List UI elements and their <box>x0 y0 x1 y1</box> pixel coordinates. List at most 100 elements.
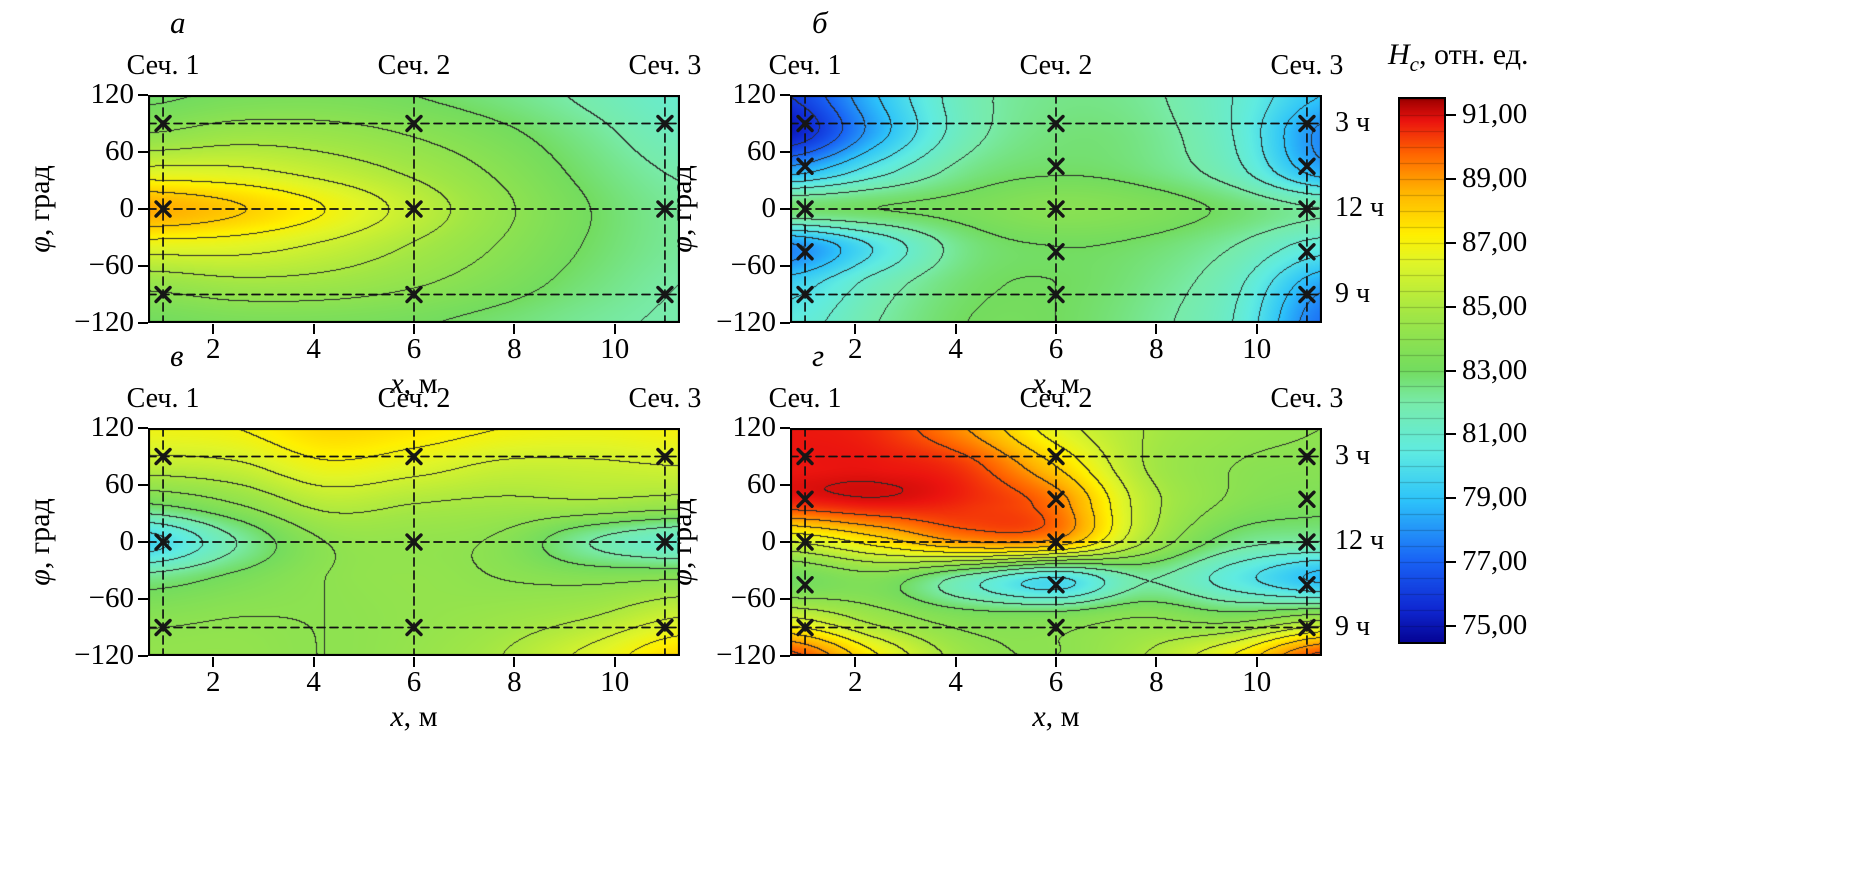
measure-point-marker <box>1298 618 1316 637</box>
measure-point-marker <box>656 200 674 218</box>
y-tick-label: −120 <box>716 639 776 671</box>
y-axis-label: φ, град <box>23 165 56 253</box>
x-tick-label: 10 <box>1242 333 1272 365</box>
y-tick-label: −60 <box>88 582 134 614</box>
x-axis-label: x, м <box>1032 700 1080 733</box>
plot-area-г <box>790 428 1322 656</box>
x-tick-label: 8 <box>1149 333 1164 365</box>
measure-point-marker <box>1047 243 1065 261</box>
y-tick-mark <box>780 541 790 543</box>
plot-frame <box>790 95 1322 323</box>
clock-label: 9 ч <box>1335 610 1371 642</box>
section-label-1: Сеч. 2 <box>1019 50 1093 81</box>
section-label-0: Сеч. 1 <box>126 50 200 81</box>
measure-point-marker <box>154 285 172 304</box>
plot-overlay-б <box>790 95 1322 323</box>
plot-area-в <box>148 428 680 656</box>
x-tick-label: 4 <box>306 666 321 698</box>
y-tick-mark <box>780 427 790 429</box>
measure-point-marker <box>154 200 172 218</box>
y-tick-label: −120 <box>74 639 134 671</box>
colorbar-title: Hc, отн. ед. <box>1388 38 1528 77</box>
clock-label: 12 ч <box>1335 525 1385 556</box>
panel-letter-0: а <box>170 5 186 40</box>
measure-point-marker <box>656 618 674 637</box>
x-tick-mark <box>1155 657 1158 667</box>
y-axis-label: φ, град <box>665 498 698 586</box>
measure-point-marker <box>796 576 814 594</box>
measure-point-marker <box>1047 447 1065 466</box>
y-tick-label: −120 <box>716 306 776 338</box>
y-tick-mark <box>138 427 148 429</box>
y-tick-label: 0 <box>761 192 777 224</box>
y-tick-mark <box>138 655 148 657</box>
plot-frame <box>790 428 1322 656</box>
measure-point-marker <box>1298 285 1316 304</box>
x-tick-label: 6 <box>406 333 422 365</box>
y-tick-label: 0 <box>119 192 135 224</box>
x-tick-mark <box>212 324 215 334</box>
y-tick-label: 120 <box>90 78 135 110</box>
measure-point-marker <box>796 533 814 551</box>
colorbar-tick-mark <box>1446 369 1456 372</box>
section-label-0: Сеч. 1 <box>768 50 842 81</box>
section-label-2: Сеч. 3 <box>1270 383 1344 414</box>
x-tick-label: 8 <box>507 333 522 365</box>
x-tick-mark <box>954 324 957 334</box>
y-tick-mark <box>780 322 790 324</box>
measure-point-marker <box>1298 576 1316 594</box>
y-tick-label: 120 <box>732 78 777 110</box>
y-tick-label: −60 <box>730 582 776 614</box>
y-tick-mark <box>780 265 790 267</box>
x-tick-mark <box>854 657 857 667</box>
section-label-1: Сеч. 2 <box>1019 383 1093 414</box>
x-tick-mark <box>212 657 215 667</box>
measure-point-marker <box>1298 243 1316 261</box>
colorbar-title-units: , отн. ед. <box>1419 38 1529 71</box>
colorbar-tick-label: 89,00 <box>1462 161 1528 194</box>
measure-point-marker <box>1298 200 1316 218</box>
clock-label: 9 ч <box>1335 277 1371 309</box>
measure-point-marker <box>1047 285 1065 304</box>
x-tick-mark <box>613 657 616 667</box>
x-tick-mark <box>413 324 415 334</box>
plot-area-а <box>148 95 680 323</box>
plot-frame <box>148 428 680 656</box>
section-label-2: Сеч. 3 <box>1270 50 1344 81</box>
measure-point-marker <box>1047 576 1065 594</box>
y-tick-mark <box>138 208 148 210</box>
x-tick-mark <box>1055 324 1057 334</box>
section-label-0: Сеч. 1 <box>768 383 842 414</box>
colorbar-tick-mark <box>1446 113 1456 116</box>
measure-point-marker <box>1047 490 1065 508</box>
plot-overlay-г <box>790 428 1322 656</box>
x-tick-label: 6 <box>1048 666 1064 698</box>
measure-point-marker <box>796 285 814 304</box>
measure-point-marker <box>1298 490 1316 508</box>
colorbar-title-variable: H <box>1388 38 1410 71</box>
plot-overlay-а <box>148 95 680 323</box>
measure-point-marker <box>656 533 674 551</box>
y-tick-label: 120 <box>90 411 135 443</box>
y-tick-mark <box>138 94 148 96</box>
clock-label: 3 ч <box>1335 106 1371 138</box>
measure-point-marker <box>796 200 814 218</box>
y-tick-mark <box>138 484 148 486</box>
plot-frame <box>148 95 680 323</box>
measure-point-marker <box>405 114 423 133</box>
x-tick-mark <box>1055 657 1057 667</box>
colorbar-tick-label: 91,00 <box>1462 97 1528 130</box>
measure-point-marker <box>796 114 814 133</box>
x-tick-mark <box>1255 324 1258 334</box>
x-tick-label: 8 <box>1149 666 1164 698</box>
x-tick-mark <box>312 324 315 334</box>
x-tick-label: 2 <box>847 666 863 698</box>
x-tick-mark <box>954 657 957 667</box>
measure-point-marker <box>1298 447 1316 466</box>
y-tick-mark <box>780 655 790 657</box>
colorbar-tick-label: 77,00 <box>1462 545 1528 578</box>
measure-point-marker <box>1298 114 1316 133</box>
section-label-1: Сеч. 2 <box>377 50 451 81</box>
y-tick-label: 60 <box>747 135 776 167</box>
colorbar-tick-label: 79,00 <box>1462 481 1528 514</box>
